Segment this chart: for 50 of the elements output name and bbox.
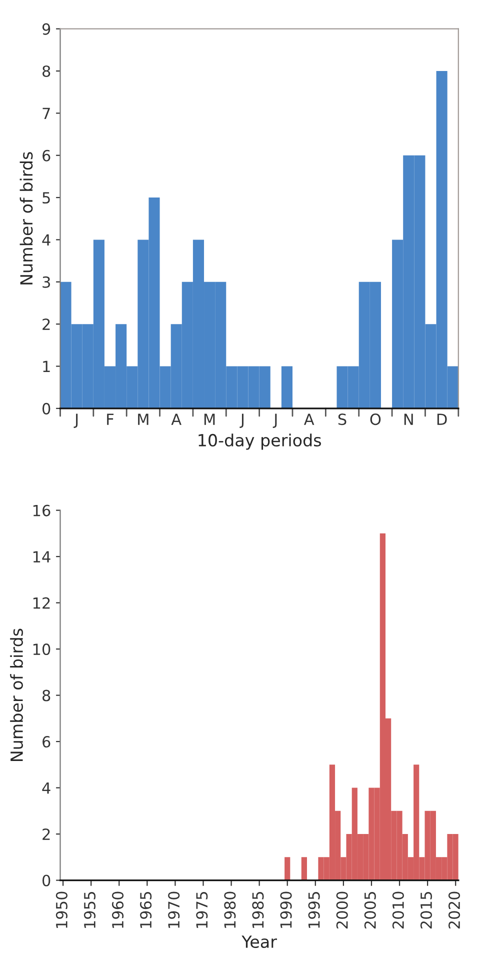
x-axis-title: Year [242, 936, 277, 948]
x-tick-label: J [74, 414, 78, 428]
x-tick-label: M [204, 414, 215, 425]
x-tick-label: A [304, 414, 314, 425]
y-axis-title: Number of birds [10, 628, 23, 761]
x-tick-label: J [272, 414, 277, 428]
y-tick-label: 1 [43, 360, 50, 372]
y-tick-label: 6 [42, 150, 50, 162]
x-tick-label: M [138, 414, 148, 425]
x-tick-label: 1965 [140, 892, 152, 928]
x-tick-label: 1975 [196, 892, 208, 928]
x-tick-label: 2010 [392, 892, 404, 928]
x-tick-label: 1955 [84, 892, 96, 928]
x-tick-label: 1970 [168, 892, 180, 928]
x-tick-label: N [404, 414, 413, 425]
x-tick-label: F [107, 414, 114, 425]
y-tick-label: 4 [42, 234, 50, 246]
y-tick-label: 16 [33, 504, 50, 516]
x-tick-label: 2000 [336, 892, 348, 928]
x-tick-label: 1995 [308, 892, 320, 928]
y-tick-label: 5 [42, 192, 50, 204]
x-tick-label: J [240, 414, 244, 428]
y-tick-label: 0 [42, 874, 50, 886]
x-tick-label: 2005 [364, 892, 376, 928]
y-tick-label: 0 [42, 402, 50, 414]
x-tick-label: 1985 [252, 892, 264, 928]
x-tick-label: 1990 [280, 892, 292, 928]
y-axis-title: Number of birds [20, 152, 33, 284]
x-axis-title: 10-day periods [198, 434, 321, 450]
y-tick-label: 6 [42, 736, 50, 748]
x-tick-label: 1950 [56, 892, 68, 928]
y-tick-label: 12 [33, 597, 50, 609]
x-tick-label: A [171, 414, 182, 425]
x-tick-label: D [437, 414, 447, 425]
y-tick-label: 8 [42, 690, 50, 702]
y-tick-label: 2 [42, 828, 50, 840]
y-tick-label: 9 [42, 23, 50, 35]
x-tick-label: 2015 [420, 892, 432, 928]
y-tick-label: 3 [42, 276, 50, 288]
y-tick-label: 8 [42, 65, 50, 78]
y-tick-label: 10 [33, 644, 50, 656]
y-tick-label: 7 [42, 108, 50, 119]
x-tick-label: S [338, 414, 346, 426]
x-tick-label: 1960 [112, 892, 124, 928]
x-tick-label: 2020 [448, 892, 460, 928]
x-tick-label: 1980 [224, 892, 236, 928]
y-tick-label: 14 [33, 551, 50, 562]
y-tick-label: 4 [42, 782, 50, 794]
y-tick-label: 2 [42, 318, 50, 330]
x-tick-label: O [370, 414, 381, 426]
